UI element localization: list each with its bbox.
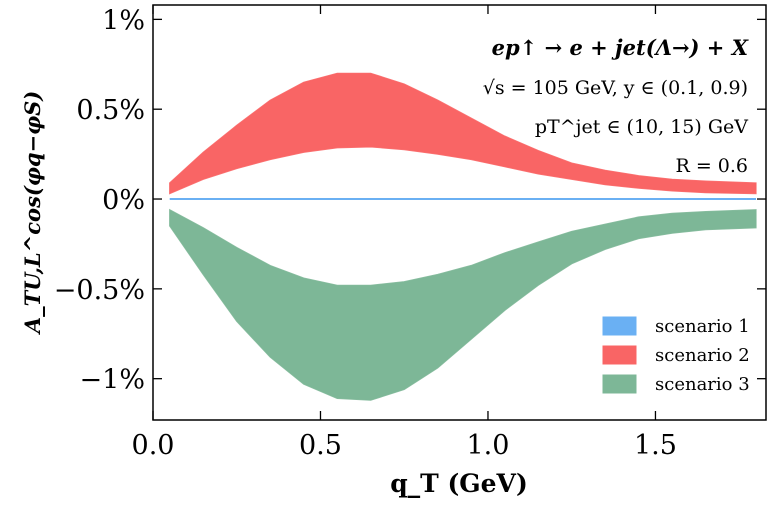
y-tick-label-0: 1% [102,5,145,36]
legend: scenario 1 scenario 2 scenario 3 [602,316,750,395]
y-axis-label: A_TU,L^cos(φq−φS) [20,91,45,335]
y-tick-label-2: 0% [102,185,145,216]
x-tick-label-3: 1.5 [634,430,677,461]
x-tick-label-2: 1.0 [466,430,509,461]
energy-annotation: √s = 105 GeV, y ∈ (0.1, 0.9) [483,77,748,99]
process-annotation: ep↑ → e + jet(Λ→) + X [492,35,749,60]
pt-annotation: pT^jet ∈ (10, 15) GeV [535,116,748,138]
legend-swatch-3 [602,374,637,394]
data-bands [169,72,757,401]
series-band-2 [169,72,757,195]
legend-label-2: scenario 2 [655,345,750,366]
legend-label-1: scenario 1 [655,316,750,337]
y-tick-label-3: −0.5% [54,275,145,306]
y-tick-label-1: 0.5% [76,95,145,126]
radius-annotation: R = 0.6 [675,155,748,177]
y-tick-label-4: −1% [80,365,145,396]
legend-swatch-2 [602,345,637,365]
legend-label-3: scenario 3 [655,374,750,395]
legend-swatch-1 [602,316,637,336]
axis-ticks: 0.0 0.5 1.0 1.5 1% 0.5% 0% −0.5% −1% [54,5,766,461]
x-tick-label-0: 0.0 [132,430,175,461]
series-band-3 [169,208,757,401]
x-tick-label-1: 0.5 [299,430,342,461]
x-axis-label: q_T (GeV) [390,469,528,498]
plot-frame [152,4,767,421]
